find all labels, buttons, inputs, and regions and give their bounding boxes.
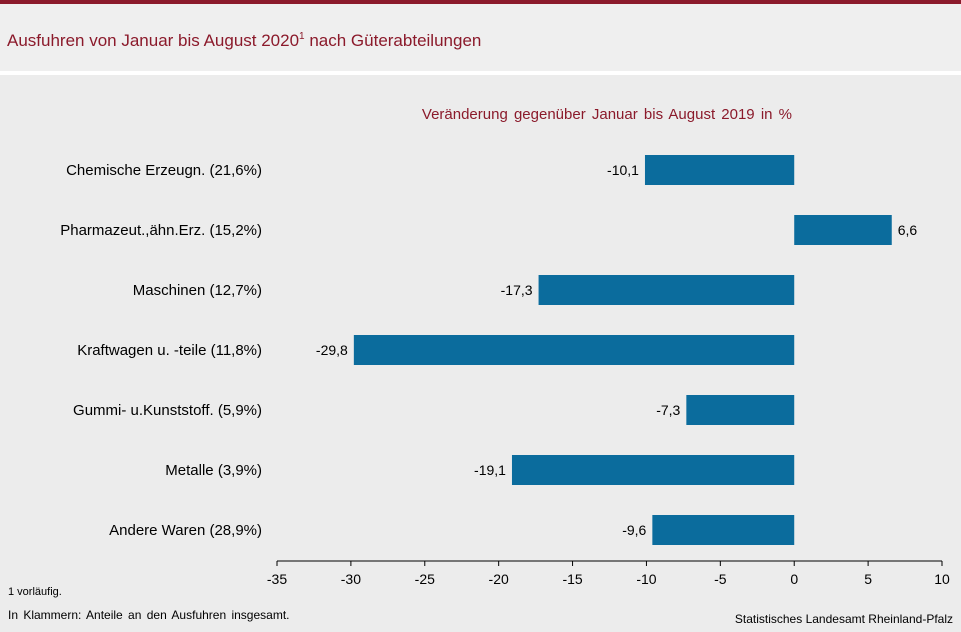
category-label: Andere Waren (28,9%) [109,522,262,539]
x-tick-label: -25 [415,571,435,587]
bar [652,515,795,545]
category-label: Chemische Erzeugn. (21,6%) [66,162,262,179]
title-footnote-mark: 1 [299,31,305,42]
chart-subtitle: Veränderung gegenüber Januar bis August … [421,106,792,123]
category-label: Gummi- u.Kunststoff. (5,9%) [73,402,262,419]
bar [538,275,795,305]
category-label: Pharmazeut.,ähn.Erz. (15,2%) [60,222,262,239]
value-label: -17,3 [501,282,533,298]
bar [644,155,795,185]
chart-title-text: Ausfuhren von Januar bis August 2020 [7,31,300,50]
chart-title-suffix: nach Güterabteilungen [304,31,482,50]
value-label: -9,6 [622,522,646,538]
bar [686,395,795,425]
value-label: -10,1 [607,162,639,178]
top-accent-bar [0,0,961,4]
category-label: Metalle (3,9%) [165,462,262,479]
x-tick-label: -5 [714,571,727,587]
source: Statistisches Landesamt Rheinland-Pfalz [734,612,953,626]
value-label: 6,6 [898,222,918,238]
value-label: -7,3 [656,402,680,418]
bar [353,335,795,365]
footnote: 1 vorläufig. [8,586,62,598]
note: In Klammern: Anteile an den Ausfuhren in… [8,608,290,622]
header: Ausfuhren von Januar bis August 20201 na… [0,4,961,75]
x-tick-label: -35 [267,571,287,587]
category-label: Kraftwagen u. -teile (11,8%) [77,342,262,359]
bar [794,215,892,245]
x-tick-label: 5 [864,571,872,587]
x-tick-label: 10 [934,571,950,587]
x-tick-label: 0 [790,571,798,587]
x-tick-label: -20 [489,571,509,587]
x-tick-label: -15 [562,571,582,587]
category-label: Maschinen (12,7%) [133,282,262,299]
bar [511,455,795,485]
x-tick-label: -10 [636,571,656,587]
value-label: -29,8 [316,342,348,358]
chart-title: Ausfuhren von Januar bis August 20201 na… [7,31,481,51]
x-tick-label: -30 [341,571,361,587]
value-label: -19,1 [474,462,506,478]
